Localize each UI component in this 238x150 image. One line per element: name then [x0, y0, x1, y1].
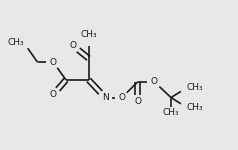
Text: O: O — [134, 97, 141, 106]
Text: O: O — [151, 77, 158, 86]
Text: O: O — [119, 93, 125, 102]
Text: CH₃: CH₃ — [187, 103, 203, 112]
Text: CH₃: CH₃ — [80, 30, 97, 39]
Text: CH₃: CH₃ — [187, 83, 203, 92]
Text: N: N — [102, 93, 109, 102]
Text: CH₃: CH₃ — [7, 38, 24, 47]
Text: CH₃: CH₃ — [163, 108, 179, 117]
Text: O: O — [50, 90, 57, 99]
Text: O: O — [69, 41, 76, 50]
Text: O: O — [50, 58, 57, 67]
